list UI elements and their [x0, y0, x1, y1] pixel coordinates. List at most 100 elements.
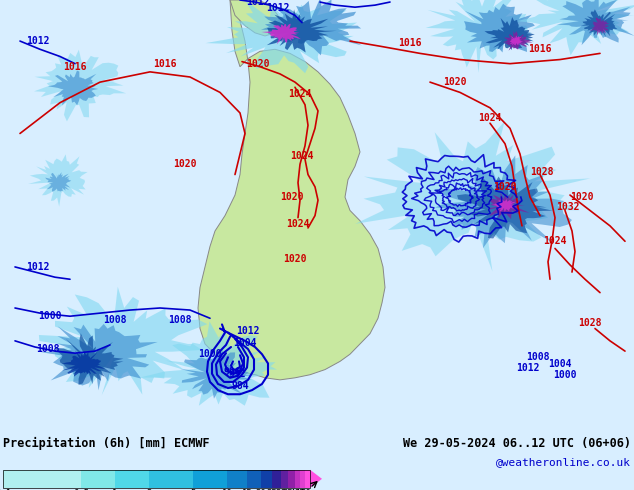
Bar	[295, 470, 301, 488]
Text: 1024: 1024	[286, 219, 310, 229]
Text: 1020: 1020	[280, 192, 304, 202]
Text: 1016: 1016	[63, 62, 87, 72]
Text: Precipitation (6h) [mm] ECMWF: Precipitation (6h) [mm] ECMWF	[3, 437, 210, 450]
Polygon shape	[45, 172, 71, 192]
Text: 1000: 1000	[38, 311, 61, 321]
Text: 992: 992	[228, 368, 246, 379]
Text: 1008: 1008	[168, 316, 191, 325]
Polygon shape	[61, 350, 105, 377]
Text: 30: 30	[275, 489, 286, 490]
Bar	[81, 470, 115, 488]
Text: 1000: 1000	[553, 370, 577, 380]
Polygon shape	[464, 3, 535, 52]
Bar	[261, 470, 271, 488]
Text: 1000: 1000	[198, 349, 222, 359]
Text: 1012: 1012	[26, 262, 49, 272]
Polygon shape	[503, 31, 533, 50]
Polygon shape	[28, 154, 87, 207]
Text: 996: 996	[223, 367, 241, 377]
Text: 1028: 1028	[578, 318, 602, 328]
Text: 1016: 1016	[398, 38, 422, 48]
Bar	[301, 470, 306, 488]
Polygon shape	[457, 176, 553, 239]
Polygon shape	[140, 321, 277, 406]
Text: 1020: 1020	[246, 59, 269, 69]
Polygon shape	[488, 193, 529, 219]
Polygon shape	[581, 9, 618, 38]
Polygon shape	[492, 198, 516, 212]
Polygon shape	[205, 0, 357, 73]
Polygon shape	[34, 49, 126, 122]
Text: 1012: 1012	[236, 325, 260, 336]
Text: 35: 35	[283, 489, 294, 490]
Text: 1020: 1020	[493, 182, 517, 192]
Polygon shape	[510, 35, 524, 46]
Bar	[280, 470, 288, 488]
Text: 20: 20	[256, 489, 266, 490]
Text: We 29-05-2024 06..12 UTC (06+06): We 29-05-2024 06..12 UTC (06+06)	[403, 437, 631, 450]
Bar	[271, 470, 280, 488]
Polygon shape	[355, 121, 590, 271]
Bar	[115, 470, 149, 488]
Polygon shape	[517, 0, 634, 55]
Text: 1024: 1024	[290, 151, 314, 161]
Text: 10: 10	[222, 489, 233, 490]
Bar	[288, 470, 295, 488]
Bar	[3, 470, 310, 488]
Bar	[306, 470, 310, 488]
Text: 1020: 1020	[173, 159, 197, 169]
Text: 1004: 1004	[233, 338, 257, 348]
Bar	[149, 470, 193, 488]
Bar	[247, 470, 261, 488]
Polygon shape	[557, 0, 634, 45]
Text: 1004: 1004	[548, 360, 572, 369]
Polygon shape	[179, 350, 259, 399]
Text: 25: 25	[266, 489, 277, 490]
Text: 1020: 1020	[443, 77, 467, 87]
Text: 1016: 1016	[528, 44, 552, 54]
Polygon shape	[48, 71, 98, 105]
Polygon shape	[198, 0, 385, 380]
Text: 1024: 1024	[478, 113, 501, 123]
Polygon shape	[434, 155, 572, 248]
Text: 1008: 1008	[526, 352, 550, 362]
Text: 1032: 1032	[556, 202, 579, 212]
Polygon shape	[425, 0, 528, 73]
Text: 1024: 1024	[288, 90, 312, 99]
Text: 45: 45	[295, 489, 306, 490]
Polygon shape	[230, 0, 280, 36]
Text: 1: 1	[112, 489, 118, 490]
Polygon shape	[261, 24, 301, 45]
Polygon shape	[589, 18, 609, 35]
Text: 2: 2	[146, 489, 152, 490]
Polygon shape	[39, 287, 207, 395]
Text: 15: 15	[242, 489, 252, 490]
Bar	[3, 470, 81, 488]
Text: 40: 40	[289, 489, 300, 490]
Text: 1028: 1028	[530, 168, 553, 177]
Text: 1020: 1020	[283, 254, 307, 264]
Bar	[227, 470, 247, 488]
Text: 1012: 1012	[516, 363, 540, 372]
Text: 1008: 1008	[103, 316, 127, 325]
Text: 5: 5	[191, 489, 196, 490]
Text: 0.1: 0.1	[0, 489, 11, 490]
Text: 1012: 1012	[266, 3, 290, 13]
Text: 1024: 1024	[543, 236, 567, 246]
Text: 1020: 1020	[570, 192, 594, 202]
Polygon shape	[267, 9, 337, 52]
Text: 1012: 1012	[246, 0, 269, 7]
Text: @weatheronline.co.uk: @weatheronline.co.uk	[496, 458, 631, 467]
Text: 1016: 1016	[153, 59, 177, 69]
Polygon shape	[55, 333, 124, 385]
Polygon shape	[484, 17, 534, 50]
Text: 50: 50	[300, 489, 311, 490]
Text: 984: 984	[231, 381, 249, 391]
Polygon shape	[261, 0, 362, 55]
Polygon shape	[310, 470, 322, 488]
Polygon shape	[41, 324, 158, 391]
Text: 0.5: 0.5	[74, 489, 89, 490]
Text: 1008: 1008	[36, 344, 60, 354]
Text: 1012: 1012	[26, 36, 49, 46]
Bar	[193, 470, 227, 488]
